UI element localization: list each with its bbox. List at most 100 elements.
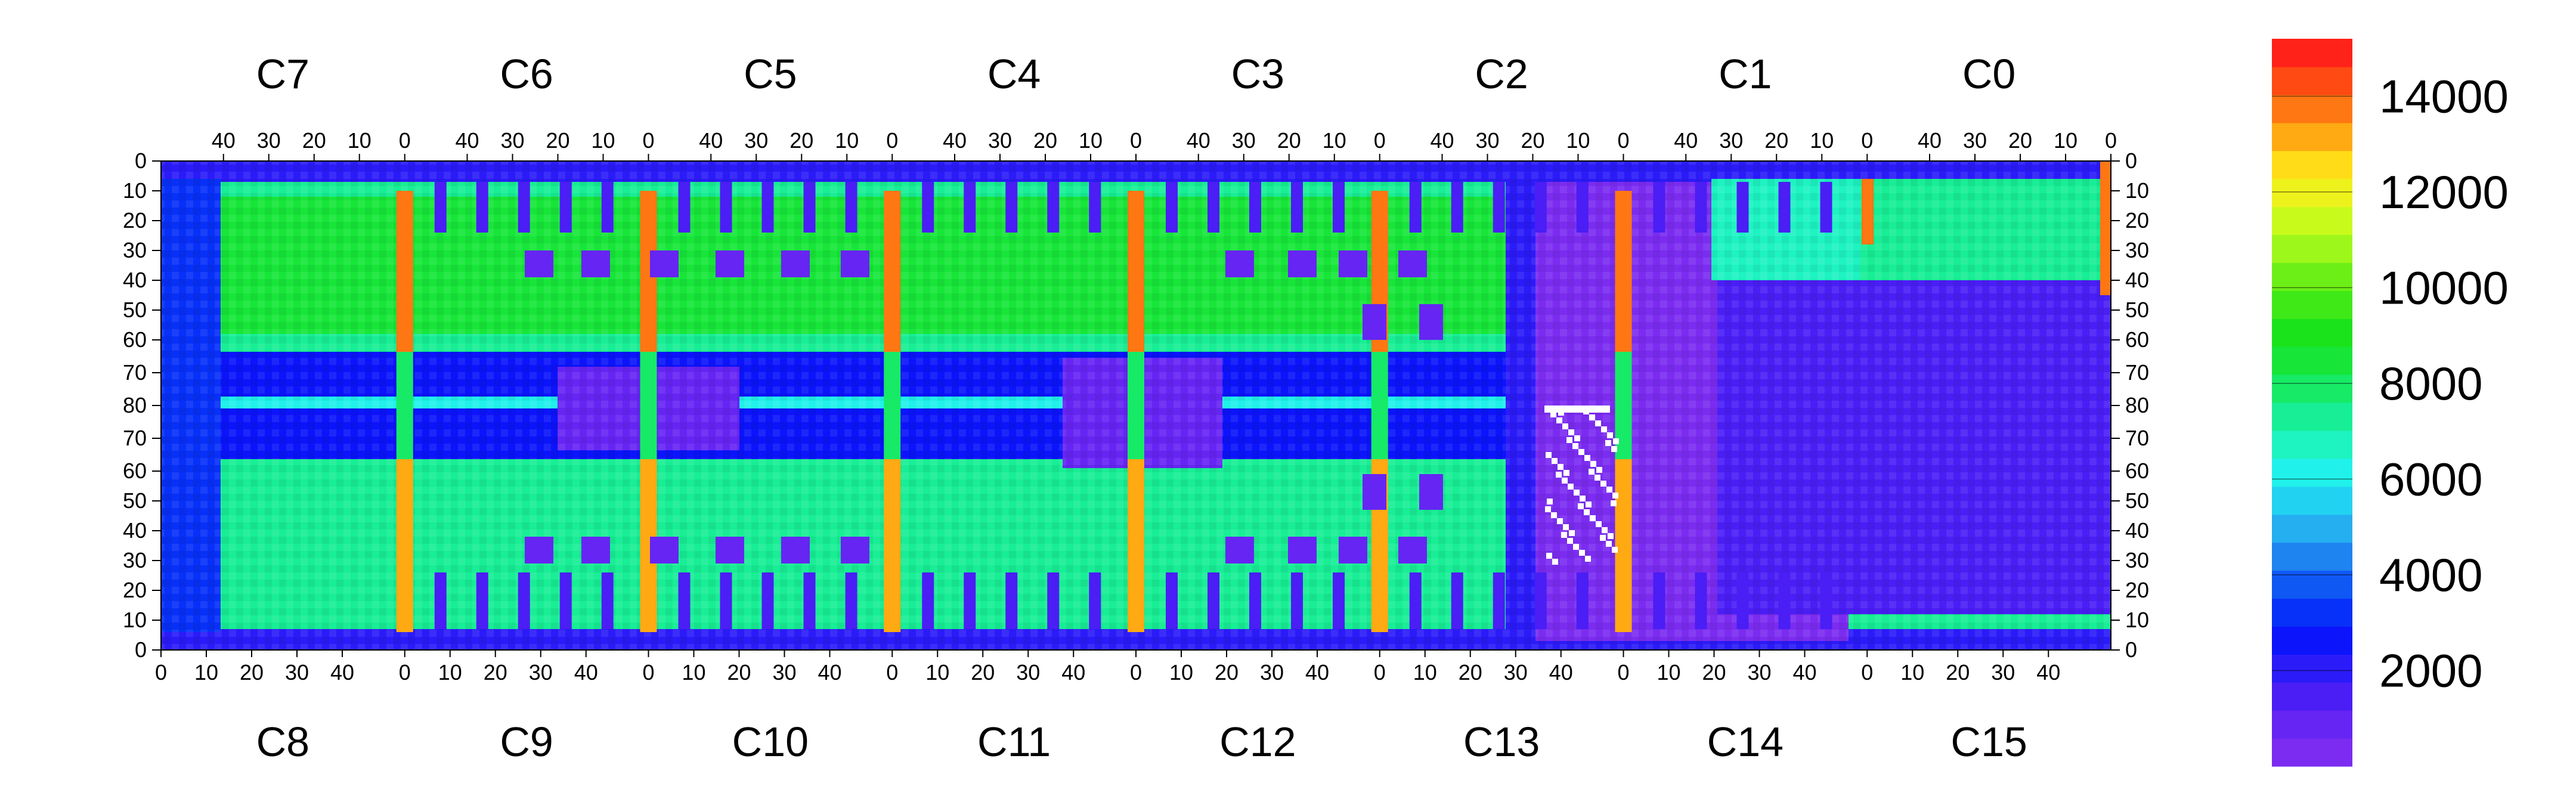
dead-pixel [1552,458,1558,464]
tooth-bottom-2-0 [678,572,691,629]
tooth-bottom-1-1 [476,572,488,629]
dead-pixel-row [1544,405,1610,413]
colorbar-segment [2272,234,2352,263]
pad-bottom-9 [1398,537,1427,564]
y-tick-label-right: 0 [2125,148,2137,173]
dead-pixel [1551,512,1557,518]
tooth-top-4-4 [1333,182,1345,233]
y-tick-label-left: 60 [123,459,147,483]
hot-column-mid-4 [1371,352,1388,459]
dead-pixel [1589,414,1595,420]
x-tick-label-top: 0 [642,128,654,153]
x-tick-label-top: 10 [591,128,615,153]
chip-label-top: C1 [1719,51,1772,97]
dead-pixel [1596,521,1602,527]
dead-pixel [1568,429,1574,435]
x-tick-label-top: 40 [212,128,236,153]
y-tick-label-left: 0 [135,637,147,662]
x-tick-label-bottom: 20 [727,660,751,685]
tooth-bottom-3-3 [1047,572,1060,629]
tooth-bottom-5-4 [1576,572,1589,629]
x-tick-label-top: 30 [1719,128,1743,153]
chip-label-bottom: C14 [1707,719,1784,765]
plot-overlay [1544,405,1619,565]
colorbar-segment [2272,486,2352,515]
x-tick-label-bottom: 0 [399,660,411,685]
colorbar-segment [2272,514,2352,543]
dead-pixel [1578,503,1584,509]
pad-bottom-0 [525,537,553,564]
x-tick-label-bottom: 40 [2036,660,2060,685]
chip-label-bottom: C13 [1463,719,1540,765]
colorbar-segment [2272,150,2352,179]
y-tick-label-right: 30 [2125,238,2149,262]
tooth-bottom-2-4 [845,572,857,629]
dead-pixel [1589,469,1594,475]
pad-top-8 [1339,250,1367,277]
x-tick-label-top: 10 [1566,128,1590,153]
y-tick-label-left: 70 [123,360,147,385]
y-tick-label-right: 10 [2125,178,2149,203]
tooth-top-5-4 [1576,182,1589,233]
tooth-top-4-0 [1166,182,1178,233]
pad-bottom-7 [1288,537,1317,564]
x-tick-label-top: 30 [744,128,768,153]
dead-pixel [1584,509,1590,515]
pad-top-5 [841,250,869,277]
tooth-bottom-2-2 [761,572,774,629]
y-tick-label-right: 30 [2125,548,2149,572]
y-tick-label-right: 10 [2125,608,2149,632]
y-tick-label-right: 60 [2125,459,2149,483]
x-tick-label-bottom: 20 [484,660,507,685]
dead-pixel [1568,484,1574,490]
y-tick-label-left: 60 [123,327,147,352]
chip-label-bottom: C12 [1219,719,1296,765]
pad-mid-top-1 [1419,304,1443,340]
x-tick-label-top: 30 [988,128,1012,153]
x-tick-label-top: 0 [399,128,411,153]
pad-bottom-5 [841,537,869,564]
x-tick-label-top: 10 [2054,128,2077,153]
colorbar-segment [2272,178,2352,208]
tooth-bottom-5-3 [1534,572,1547,629]
dead-pixel [1574,490,1580,496]
hot-column-right-edge [2100,161,2111,295]
chip-label-bottom: C10 [732,719,809,765]
pad-top-3 [716,250,744,277]
colorbar-segment [2272,94,2352,123]
x-tick-label-bottom: 20 [1459,660,1482,685]
chip-label-top: C6 [500,51,553,97]
dead-pixel [1557,518,1563,524]
tooth-bottom-2-1 [720,572,732,629]
chip-label-bottom: C11 [977,719,1051,765]
dead-pixel [1608,533,1614,539]
y-tick-label-right: 40 [2125,268,2149,292]
pad-mid-bottom-0 [1363,474,1386,510]
dead-pixel [1600,481,1606,487]
x-tick-label-bottom: 0 [886,660,898,685]
x-tick-label-bottom: 0 [1617,660,1629,685]
tooth-top-5-0 [1409,182,1422,233]
tooth-bottom-1-4 [601,572,614,629]
x-tick-label-bottom: 0 [1861,660,1873,685]
tooth-bottom-3-4 [1089,572,1101,629]
tooth-top-4-1 [1208,182,1219,233]
x-tick-label-top: 40 [699,128,723,153]
colorbar-segment [2272,710,2352,739]
hot-column-mid-2 [884,352,901,459]
hot-column-top-2 [884,191,901,352]
dead-pixel [1601,426,1607,432]
x-tick-label-top: 40 [1430,128,1454,153]
colorbar-tick-label: 10000 [2379,261,2509,314]
x-tick-label-bottom: 10 [438,660,462,685]
colorbar-segment [2272,542,2352,571]
x-tick-label-bottom: 10 [1657,660,1680,685]
pad-bottom-2 [650,537,679,564]
x-tick-label-top: 20 [546,128,569,153]
y-tick-label-left: 50 [123,298,147,322]
plot-area [161,161,2111,650]
x-tick-label-top: 20 [302,128,326,153]
tooth-bottom-4-2 [1249,572,1261,629]
tooth-bottom-4-4 [1333,572,1345,629]
